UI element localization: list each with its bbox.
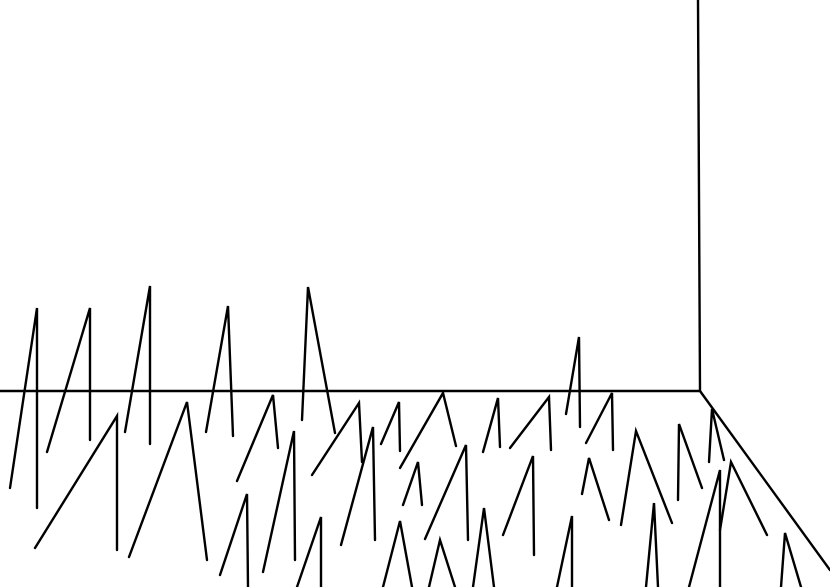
room-structure — [0, 0, 830, 572]
spike — [218, 493, 250, 587]
spike — [261, 430, 297, 574]
spike — [619, 426, 674, 527]
wall-corner-line — [696, 0, 702, 393]
spike — [423, 444, 470, 542]
spike — [501, 455, 536, 557]
spike — [123, 285, 152, 446]
spike — [644, 502, 660, 587]
spike — [8, 307, 39, 510]
spike — [779, 532, 803, 587]
spike — [300, 286, 337, 435]
spike — [555, 515, 574, 587]
spike — [481, 397, 502, 454]
spike — [295, 516, 323, 587]
spike — [707, 408, 726, 464]
spike — [33, 411, 119, 552]
spike — [580, 457, 611, 522]
spike — [339, 426, 377, 547]
spike — [379, 401, 402, 453]
spike — [381, 520, 414, 587]
spike — [676, 423, 704, 502]
spike — [310, 399, 364, 477]
spike — [401, 461, 424, 507]
spike — [398, 389, 458, 470]
spike — [235, 394, 280, 483]
spike — [718, 458, 769, 537]
spike — [471, 507, 496, 587]
spike — [508, 393, 553, 452]
spike — [427, 535, 457, 587]
floor-diagonal-line — [698, 389, 830, 572]
spike — [564, 336, 582, 429]
spike — [45, 307, 92, 454]
spike-field — [8, 285, 803, 587]
spike — [687, 469, 722, 587]
spike — [127, 401, 209, 562]
spike — [204, 305, 235, 438]
spike — [584, 392, 615, 452]
